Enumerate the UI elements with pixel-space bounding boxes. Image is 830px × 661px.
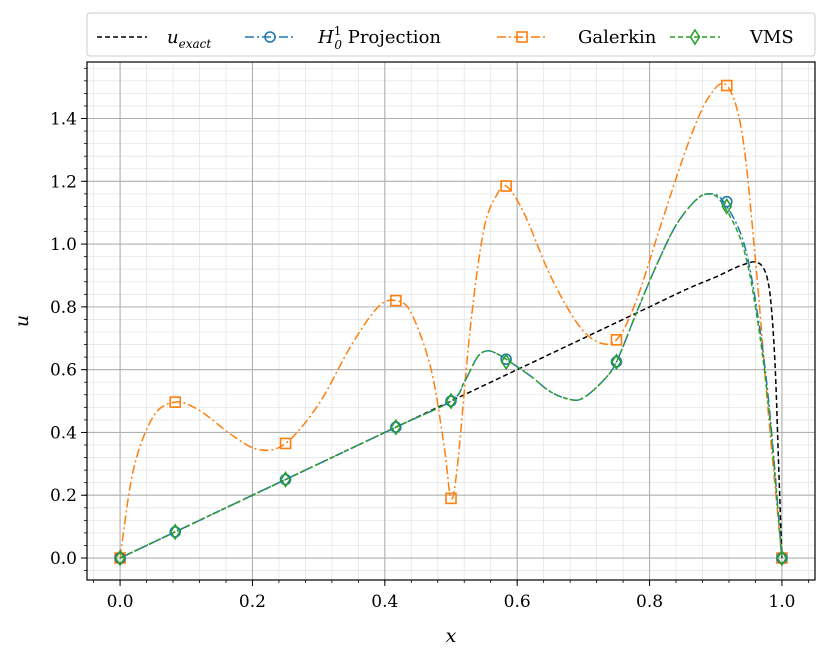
- legend-label-galerkin: Galerkin: [578, 27, 657, 48]
- point-galerkin: [279, 437, 292, 450]
- legend-marker-h: [264, 31, 276, 43]
- point-vms: [721, 197, 733, 215]
- minor-grid: [87, 62, 815, 580]
- y-tick-label: 1.0: [50, 235, 77, 255]
- x-tick-label: 0.4: [371, 592, 398, 612]
- x-tick-label: 0.0: [107, 592, 134, 612]
- point-galerkin: [720, 79, 733, 92]
- legend-marker-vms: [689, 28, 701, 46]
- point-vms: [169, 523, 181, 541]
- legend-box: [86, 12, 816, 57]
- legend: uexact H1 0 Projection Galerkin VMS: [86, 12, 816, 57]
- point-vms: [114, 549, 126, 567]
- y-tick-label: 0.6: [50, 361, 77, 381]
- point-galerkin: [610, 334, 623, 346]
- ticks-layer: 0.0 0.2 0.4 0.6 0.8 1.0 0.0 0.2 0.4 0.6 0.8 1.0 1.2 1…: [50, 67, 809, 612]
- y-tick-label: 0.2: [50, 486, 77, 506]
- series-line-h: [119, 193, 783, 559]
- series-layer: [114, 79, 788, 567]
- legend-label-vms: VMS: [749, 27, 794, 48]
- point-galerkin: [445, 492, 457, 505]
- y-tick-label: 0.8: [50, 298, 77, 318]
- point-vms: [776, 549, 788, 567]
- point-vms: [280, 471, 291, 489]
- point-vms: [390, 418, 402, 436]
- y-tick-label: 0.0: [50, 549, 77, 569]
- point-galerkin: [390, 294, 402, 307]
- series-line-galerkin: [119, 82, 783, 559]
- x-tick-label: 0.8: [636, 592, 663, 612]
- legend-label-u: uexact: [167, 27, 211, 51]
- x-tick-label: 0.2: [239, 592, 266, 612]
- point-galerkin: [169, 396, 182, 408]
- series-line-u: [119, 261, 783, 559]
- y-axis-label: u: [11, 315, 33, 327]
- point-galerkin: [500, 180, 512, 192]
- legend-label-h: H1 0 Projection: [317, 24, 441, 52]
- plot-frame: [86, 61, 816, 581]
- y-tick-label: 1.4: [50, 110, 77, 130]
- point-vms: [500, 353, 512, 371]
- legend-entry-vms: VMS: [670, 27, 794, 48]
- point-h: [720, 195, 733, 208]
- x-tick-label: 0.6: [504, 592, 531, 612]
- major-grid: [87, 62, 815, 580]
- x-axis-label: x: [446, 625, 457, 647]
- legend-entry-u: uexact: [97, 27, 211, 51]
- series-h: [119, 193, 783, 559]
- legend-entry-galerkin: Galerkin: [497, 27, 657, 48]
- point-vms: [445, 392, 457, 410]
- legend-entry-h: H1 0 Projection: [245, 24, 441, 52]
- x-tick-label: 1.0: [768, 592, 795, 612]
- y-tick-label: 0.4: [50, 423, 77, 443]
- point-h: [445, 395, 457, 407]
- point-vms: [611, 353, 622, 371]
- series-galerkin: [119, 82, 783, 559]
- series-u: [119, 261, 783, 559]
- y-tick-label: 1.2: [50, 172, 77, 192]
- legend-marker-galerkin: [516, 31, 528, 43]
